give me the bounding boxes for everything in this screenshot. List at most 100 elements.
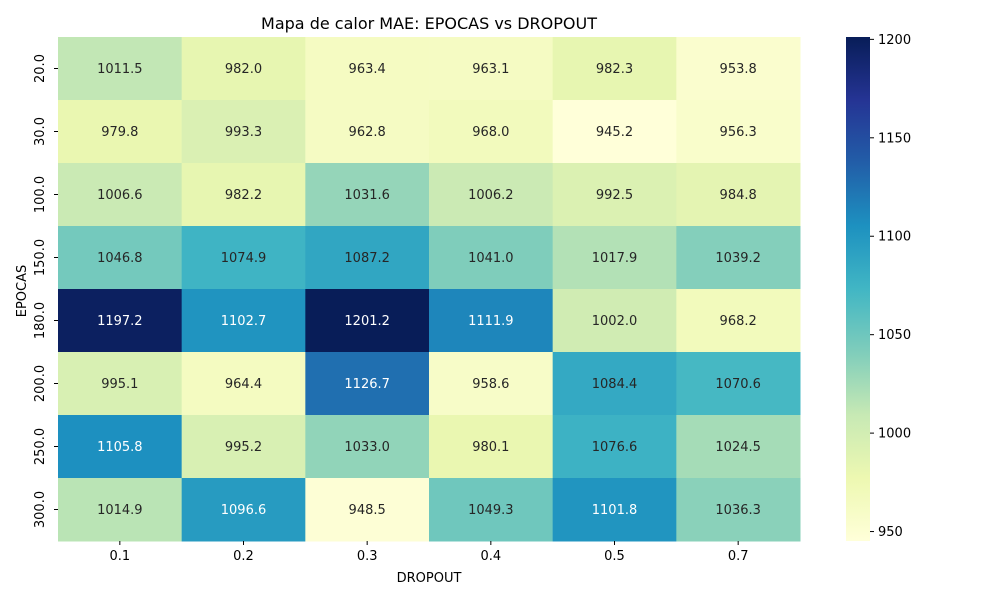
- cell-value-label: 963.4: [349, 62, 386, 77]
- cell-value-label: 1084.4: [592, 377, 638, 392]
- x-tick-label: 0.2: [233, 549, 254, 564]
- heatmap-cell: [305, 352, 430, 416]
- heatmap-cell: [429, 100, 554, 164]
- cell-value-label: 958.6: [472, 377, 509, 392]
- cell-value-label: 1011.5: [97, 62, 143, 77]
- cell-value-label: 992.5: [596, 188, 633, 203]
- heatmap-cell: [305, 415, 430, 479]
- colorbar-tick-label: 1200: [878, 33, 911, 48]
- cell-value-label: 1017.9: [592, 251, 638, 266]
- cell-value-label: 1049.3: [468, 503, 514, 518]
- heatmap-cell: [58, 163, 183, 227]
- heatmap-cell: [676, 163, 801, 227]
- y-tick-label: 250.0: [33, 428, 48, 465]
- cell-value-label: 995.1: [101, 377, 138, 392]
- cell-value-label: 982.2: [225, 188, 262, 203]
- heatmap-cells: 1011.5 982.0 963.4 963.1 982.3 953.8 979.8 993.…: [58, 37, 801, 542]
- y-tick-label: 30.0: [33, 117, 48, 146]
- heatmap-cell: [552, 100, 677, 164]
- heatmap-cell: [429, 163, 554, 227]
- y-axis: 20.0 30.0 100.0 150.0 180.0 200.0 250.0 300.0: [33, 54, 58, 528]
- cell-value-label: 1096.6: [221, 503, 267, 518]
- cell-value-label: 1070.6: [715, 377, 761, 392]
- heatmap-cell: [58, 100, 183, 164]
- y-tick-label: 20.0: [33, 54, 48, 83]
- cell-value-label: 1197.2: [97, 314, 143, 329]
- cell-value-label: 1006.2: [468, 188, 514, 203]
- colorbar-ticks: 950 1000 1050 1100 1150 1200: [870, 33, 911, 540]
- chart-title: Mapa de calor MAE: EPOCAS vs DROPOUT: [261, 14, 597, 33]
- y-axis-label: EPOCAS: [15, 265, 30, 318]
- cell-value-label: 1126.7: [344, 377, 390, 392]
- cell-value-label: 980.1: [472, 440, 509, 455]
- heatmap-cell: [181, 352, 306, 416]
- y-tick-label: 180.0: [33, 302, 48, 339]
- heatmap-cell: [676, 226, 801, 290]
- cell-value-label: 1102.7: [221, 314, 267, 329]
- heatmap-cell: [305, 100, 430, 164]
- heatmap-cell: [58, 226, 183, 290]
- cell-value-label: 963.1: [472, 62, 509, 77]
- heatmap-cell: [181, 415, 306, 479]
- heatmap-cell: [181, 289, 306, 353]
- x-axis: 0.1 0.2 0.3 0.4 0.5 0.7: [109, 541, 749, 564]
- x-axis-label: DROPOUT: [397, 571, 462, 586]
- y-tick-label: 150.0: [33, 239, 48, 276]
- heatmap-cell: [429, 478, 554, 542]
- heatmap-cell: [305, 478, 430, 542]
- cell-value-label: 982.3: [596, 62, 633, 77]
- cell-value-label: 982.0: [225, 62, 262, 77]
- heatmap-cell: [429, 352, 554, 416]
- heatmap-cell: [305, 226, 430, 290]
- heatmap-cell: [305, 163, 430, 227]
- cell-value-label: 1041.0: [468, 251, 514, 266]
- x-tick-label: 0.1: [109, 549, 130, 564]
- cell-value-label: 953.8: [720, 62, 757, 77]
- heatmap-cell: [676, 415, 801, 479]
- cell-value-label: 1087.2: [344, 251, 390, 266]
- cell-value-label: 1076.6: [592, 440, 638, 455]
- heatmap-cell: [305, 37, 430, 101]
- colorbar-tick-label: 1150: [878, 131, 911, 146]
- cell-value-label: 1031.6: [344, 188, 390, 203]
- heatmap-cell: [181, 478, 306, 542]
- heatmap-cell: [58, 478, 183, 542]
- colorbar-tick-label: 1050: [878, 328, 911, 343]
- heatmap-cell: [58, 352, 183, 416]
- cell-value-label: 1111.9: [468, 314, 514, 329]
- heatmap-cell: [676, 352, 801, 416]
- heatmap-cell: [181, 226, 306, 290]
- heatmap-cell: [676, 289, 801, 353]
- cell-value-label: 1006.6: [97, 188, 143, 203]
- heatmap-cell: [58, 415, 183, 479]
- colorbar-tick-label: 1100: [878, 230, 911, 245]
- cell-value-label: 1105.8: [97, 440, 143, 455]
- cell-value-label: 984.8: [720, 188, 757, 203]
- heatmap-cell: [181, 100, 306, 164]
- cell-value-label: 968.0: [472, 125, 509, 140]
- x-tick-label: 0.5: [604, 549, 625, 564]
- cell-value-label: 1201.2: [344, 314, 390, 329]
- heatmap-cell: [181, 163, 306, 227]
- cell-value-label: 1024.5: [715, 440, 761, 455]
- cell-value-label: 1033.0: [344, 440, 390, 455]
- y-tick-label: 200.0: [33, 365, 48, 402]
- heatmap-cell: [181, 37, 306, 101]
- colorbar-tick-label: 950: [878, 525, 903, 540]
- colorbar: [846, 37, 870, 541]
- cell-value-label: 962.8: [349, 125, 386, 140]
- heatmap-cell: [429, 289, 554, 353]
- heatmap-cell: [552, 289, 677, 353]
- cell-value-label: 1002.0: [592, 314, 638, 329]
- cell-value-label: 993.3: [225, 125, 262, 140]
- heatmap-cell: [58, 37, 183, 101]
- cell-value-label: 945.2: [596, 125, 633, 140]
- x-tick-label: 0.4: [480, 549, 501, 564]
- cell-value-label: 995.2: [225, 440, 262, 455]
- cell-value-label: 979.8: [101, 125, 138, 140]
- x-tick-label: 0.3: [357, 549, 378, 564]
- heatmap-cell: [552, 415, 677, 479]
- heatmap-cell: [429, 415, 554, 479]
- cell-value-label: 1046.8: [97, 251, 143, 266]
- cell-value-label: 956.3: [720, 125, 757, 140]
